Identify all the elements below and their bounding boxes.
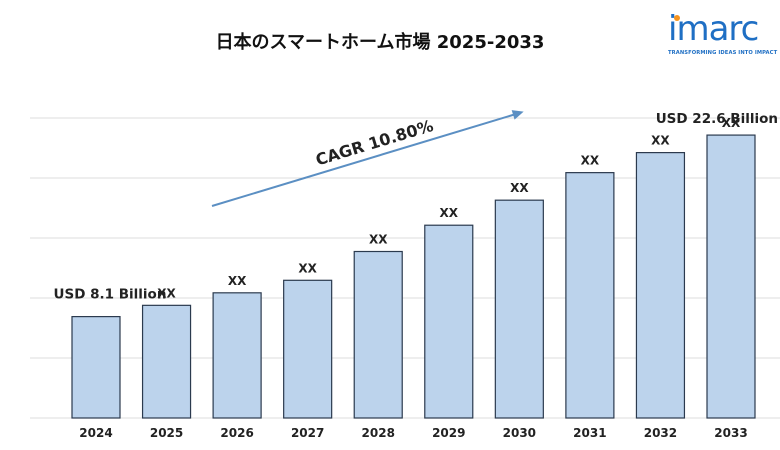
bar-2024 — [71, 316, 121, 419]
bar-value-label: XX — [510, 181, 529, 195]
bar-2028 — [353, 250, 403, 419]
bar-2027 — [283, 279, 333, 419]
x-axis-ticks: 2024 2025 2026 2027 2028 2029 2030 2031 2032 2033 — [79, 426, 747, 440]
x-tick-label: 2031 — [573, 426, 606, 440]
x-tick-label: 2024 — [79, 426, 112, 440]
bar-2025 — [141, 304, 192, 419]
x-tick-label: 2028 — [362, 426, 395, 440]
x-tick-label: 2033 — [714, 426, 747, 440]
x-tick-label: 2026 — [220, 426, 253, 440]
x-tick-label: 2029 — [432, 426, 465, 440]
bar-value-label: XX — [369, 233, 388, 247]
logo-tagline: TRANSFORMING IDEAS INTO IMPACT — [668, 50, 778, 56]
bar-2029 — [424, 224, 474, 419]
bar-value-label: XX — [651, 134, 670, 148]
logo-wordmark: imarc — [668, 9, 759, 49]
bar-2030 — [494, 199, 544, 419]
bar-value-label: XX — [581, 154, 600, 168]
cagr-arrow-head-icon — [511, 110, 524, 120]
x-tick-label: 2025 — [150, 426, 183, 440]
end-value-annotation: USD 22.6 Billion — [656, 111, 778, 127]
bar-2032 — [635, 152, 686, 419]
bar-value-label: XX — [722, 116, 741, 130]
bar-value-labels: XX XX XX XX XX XX XX XX XX — [157, 116, 741, 300]
bar-2033 — [706, 134, 756, 419]
x-tick-label: 2032 — [644, 426, 677, 440]
bar-value-label: XX — [298, 261, 317, 275]
cagr-annotation: CAGR 10.80% — [313, 116, 435, 169]
bar-value-label: XX — [440, 206, 459, 220]
logo-dot-icon — [674, 15, 680, 21]
bar-value-label: XX — [157, 286, 176, 300]
chart-title: 日本のスマートホーム市場 2025-2033 — [215, 32, 545, 53]
x-tick-label: 2030 — [503, 426, 536, 440]
imarc-logo: imarc TRANSFORMING IDEAS INTO IMPACT — [668, 9, 778, 60]
cagr-arrow — [211, 113, 517, 207]
bar-2031 — [565, 172, 615, 419]
x-tick-label: 2027 — [291, 426, 324, 440]
start-value-annotation: USD 8.1 Billion — [54, 287, 167, 303]
bar-2026 — [212, 292, 262, 419]
bars — [71, 134, 756, 419]
bar-value-label: XX — [228, 274, 247, 288]
